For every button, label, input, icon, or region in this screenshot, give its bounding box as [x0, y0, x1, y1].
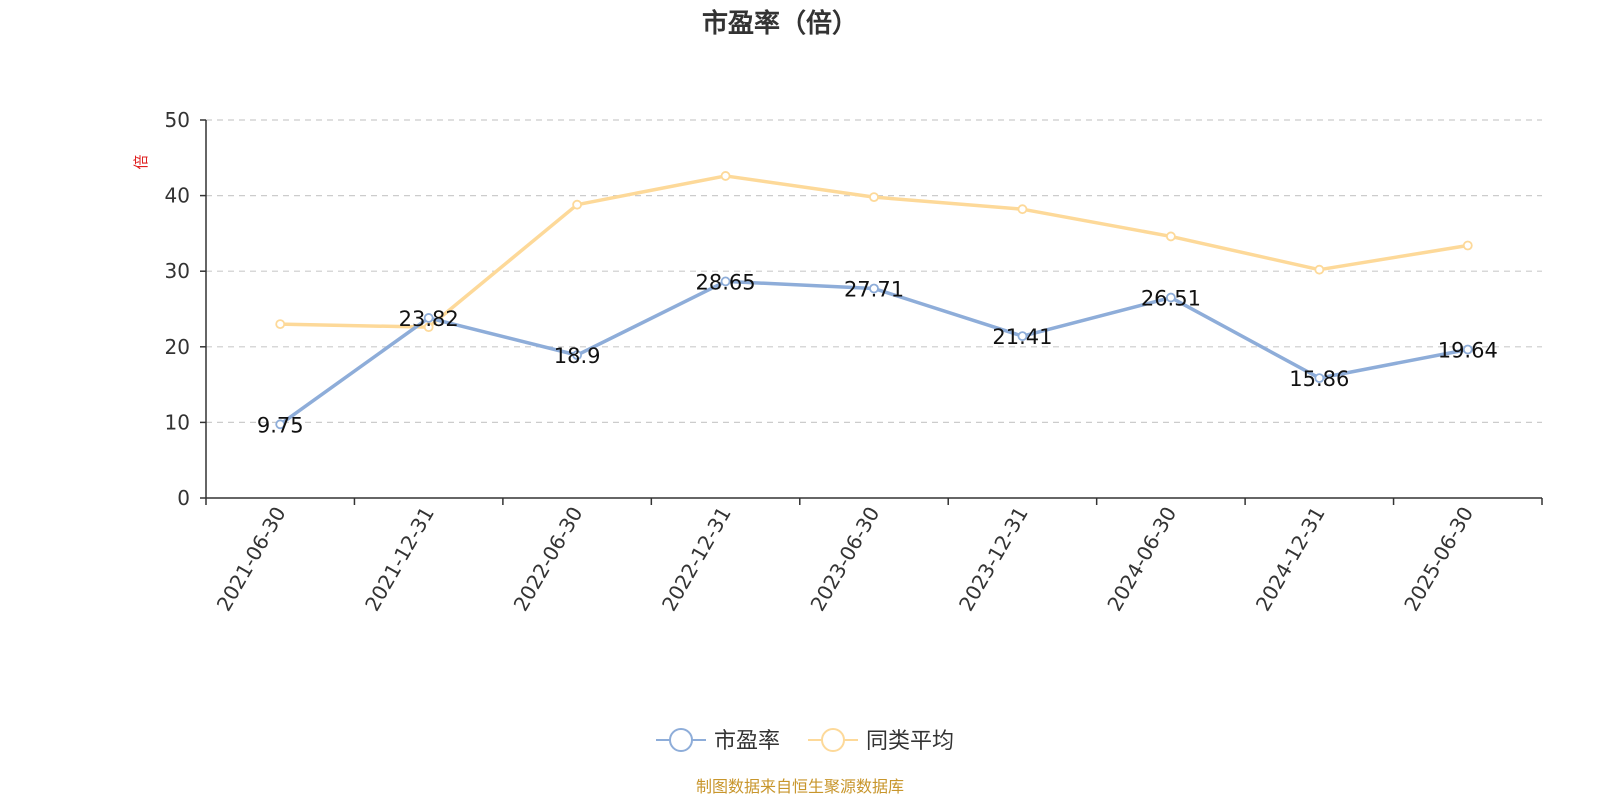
data-labels: 9.75 23.82 18.9 28.65 27.71 21.41 26.51 15.86 19… — [257, 270, 1498, 437]
series-0-point-3[interactable] — [720, 276, 731, 287]
data-label-3: 28.65 — [695, 270, 755, 294]
series-0-point-0[interactable] — [275, 419, 286, 430]
series-0-point-6[interactable] — [1165, 292, 1176, 303]
legend-label-0: 市盈率 — [714, 729, 780, 754]
y-tick-label-0: 0 — [177, 486, 190, 510]
data-label-6: 26.51 — [1141, 287, 1201, 311]
legend-label-1: 同类平均 — [866, 729, 954, 754]
data-label-7: 15.86 — [1289, 367, 1349, 391]
series-0-point-1[interactable] — [423, 313, 434, 323]
series-0-point-2[interactable] — [572, 350, 583, 361]
series-1-point-6[interactable] — [1165, 231, 1176, 242]
series-1-point-2[interactable] — [572, 199, 583, 210]
x-tick-label-2: 2022-06-30 — [509, 503, 588, 616]
series-0-point-7[interactable] — [1314, 373, 1325, 383]
x-tick-label-3: 2022-12-31 — [657, 503, 736, 616]
legend-marker-1 — [821, 728, 845, 752]
series-1-point-5[interactable] — [1017, 204, 1028, 215]
series-1-point-4[interactable] — [869, 192, 879, 203]
x-tick-label-5: 2023-12-31 — [954, 503, 1033, 616]
legend-marker-0 — [669, 728, 693, 752]
data-label-2: 18.9 — [554, 344, 601, 368]
legend-item-0[interactable]: 市盈率 — [656, 728, 780, 754]
series-1-point-8[interactable] — [1462, 240, 1473, 251]
series-1-point-0[interactable] — [275, 319, 286, 330]
series-1-point-3[interactable] — [720, 171, 731, 181]
series-0-point-5[interactable] — [1017, 331, 1028, 342]
x-tick-label-7: 2024-12-31 — [1251, 503, 1330, 616]
data-label-0: 9.75 — [257, 413, 304, 437]
axes: 0 10 20 30 40 50 2021-06-30 2021-12-31 2022-06-3… — [165, 108, 1543, 616]
x-tick-label-4: 2023-06-30 — [805, 503, 884, 616]
series-1-point-7[interactable] — [1314, 264, 1325, 275]
series-0-point-8[interactable] — [1462, 344, 1473, 355]
data-source-note: 制图数据来自恒生聚源数据库 — [696, 777, 904, 796]
legend-item-1[interactable]: 同类平均 — [808, 728, 954, 754]
y-tick-label-2: 20 — [165, 335, 190, 359]
y-tick-label-3: 30 — [165, 259, 190, 283]
series-0-point-4[interactable] — [869, 283, 879, 294]
legend[interactable]: 市盈率 同类平均 — [656, 728, 954, 754]
series-lines — [275, 171, 1473, 430]
chart-title: 市盈率（倍） — [702, 8, 858, 39]
y-tick-label-4: 40 — [165, 184, 190, 208]
data-label-8: 19.64 — [1438, 339, 1498, 363]
y-axis-unit-label: 倍 — [132, 154, 150, 169]
y-tick-label-5: 50 — [165, 108, 190, 132]
data-label-4: 27.71 — [844, 278, 904, 302]
y-tick-label-1: 10 — [165, 410, 190, 434]
x-tick-label-6: 2024-06-30 — [1102, 503, 1181, 616]
data-label-1: 23.82 — [399, 307, 459, 331]
x-tick-label-8: 2025-06-30 — [1399, 503, 1478, 616]
x-tick-label-1: 2021-12-31 — [360, 502, 439, 615]
x-tick-label-0: 2021-06-30 — [212, 503, 291, 616]
series-1-point-1[interactable] — [423, 322, 434, 333]
data-label-5: 21.41 — [992, 325, 1052, 349]
